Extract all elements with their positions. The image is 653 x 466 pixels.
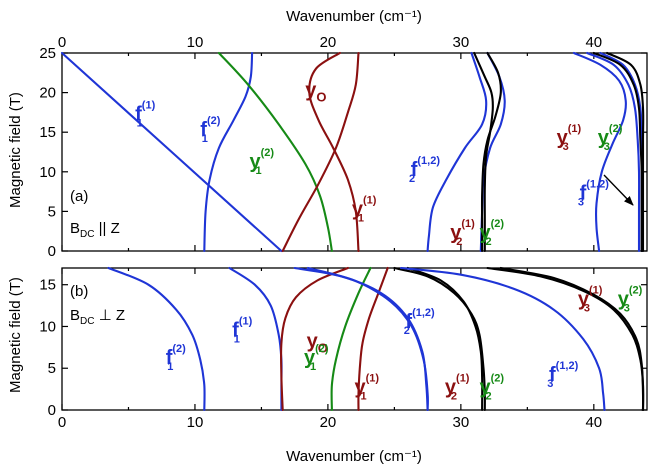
series-line <box>308 51 360 253</box>
series-line <box>60 51 283 253</box>
series-line <box>592 51 643 253</box>
panel-b-frame <box>61 267 648 411</box>
curve-label: y(2) 3 <box>618 285 643 315</box>
series-line <box>426 51 488 253</box>
series-line <box>217 51 333 253</box>
y-tick-label: 15 <box>39 277 56 294</box>
y-tick-label: 25 <box>39 45 56 62</box>
panel-b-curve-labels: f(2) 1 f(1) 1 yOy(2) 1 y(1) 1 f(1,2) 2 y(1) 2 y(2) 2 f… <box>166 285 643 403</box>
top-x-tick-label: 0 <box>58 34 66 51</box>
panel-a-tag: (a) <box>70 188 88 205</box>
top-x-tick-label: 40 <box>585 34 602 51</box>
series-line <box>306 266 429 412</box>
curve-label: f(1,2) 2 <box>404 307 435 337</box>
curve-label: y(1) 3 <box>557 123 582 153</box>
series-line <box>399 266 606 412</box>
series-line <box>572 51 627 253</box>
top-x-tick-label: 10 <box>187 34 204 51</box>
y-tick-label: 5 <box>48 203 56 220</box>
panel-b-tag: (b) <box>70 283 88 300</box>
x-tick-label: 10 <box>187 414 204 431</box>
x-tick-label: 20 <box>320 414 337 431</box>
x-tick-label: 40 <box>585 414 602 431</box>
y-tick-label: 20 <box>39 85 56 102</box>
series-line <box>480 51 502 253</box>
curve-label: y(1) 2 <box>445 372 470 402</box>
curve-label: y(1) 3 <box>578 285 603 315</box>
curve-label: f(1) 1 <box>232 315 252 345</box>
x-tick-label: 0 <box>58 414 66 431</box>
panel-a-curve-labels: f(1) 1 f(2) 1 y(2) 1 yO y(1) 1 f(1,2) 2 y(1) 2 y(2) 2 y… <box>135 80 623 249</box>
curve-label: yO <box>307 330 328 355</box>
y-axis-title-panel-b: Magnetic field (T) <box>7 277 24 393</box>
curve-label: y(2) 3 <box>598 123 623 153</box>
curve-label: f(1,2) 3 <box>578 179 609 209</box>
series-line <box>393 266 486 412</box>
panel-b-field-orientation: BDC ⊥ Z <box>70 307 125 327</box>
series-line <box>499 266 645 412</box>
series-line <box>203 51 254 253</box>
series-line <box>279 266 349 412</box>
y-tick-label: 10 <box>39 318 56 335</box>
x-tick-label: 30 <box>453 414 470 431</box>
curve-label: f(1,2) 3 <box>547 360 578 390</box>
curve-label: f(1,2) 2 <box>409 155 440 185</box>
panel-a-field-orientation: BDC || Z <box>70 220 120 240</box>
curve-label: y(1) 1 <box>352 194 377 224</box>
panel-a-frame <box>61 52 648 252</box>
curve-label: y(1) 2 <box>450 218 475 248</box>
series-line <box>586 51 641 253</box>
panel-b-ticks: 0 10 20 30 40 0 5 10 15 <box>39 268 647 431</box>
curve-label: y(2) 1 <box>249 147 274 177</box>
top-x-axis-title: Wavenumber (cm⁻¹) <box>286 8 422 25</box>
annotation-arrow <box>603 174 634 206</box>
top-x-tick-label: 30 <box>453 34 470 51</box>
panel-b-curves <box>107 266 645 412</box>
panel-a-curves <box>60 51 645 253</box>
curve-label: f(2) 1 <box>200 115 220 145</box>
curve-label: yO <box>305 80 326 105</box>
curve-label: y(2) 2 <box>479 218 504 248</box>
y-tick-label: 0 <box>48 402 56 419</box>
bottom-x-axis-title: Wavenumber (cm⁻¹) <box>286 448 422 465</box>
y-tick-label: 15 <box>39 124 56 141</box>
curve-label: y(2) 1 <box>304 343 329 373</box>
y-axis-title-panel-a: Magnetic field (T) <box>7 92 24 208</box>
y-tick-label: 10 <box>39 164 56 181</box>
series-line <box>107 266 206 412</box>
series-line <box>606 51 645 253</box>
curve-label: y(1) 1 <box>355 372 380 402</box>
y-tick-label: 5 <box>48 360 56 377</box>
y-tick-label: 0 <box>48 243 56 260</box>
series-line <box>281 51 360 253</box>
curve-label: y(2) 2 <box>479 372 504 402</box>
panel-a-ticks: 0 10 20 30 40 0 5 10 15 20 25 <box>39 34 647 260</box>
panel-a: 0 10 20 30 40 0 5 10 15 20 25 f(1) 1 f(2) 1 y(2) 1 yO y(1… <box>39 34 648 260</box>
series-line <box>330 266 372 412</box>
curve-label: f(2) 1 <box>166 343 186 373</box>
curve-label: f(1) 1 <box>135 99 155 129</box>
top-x-tick-label: 20 <box>320 34 337 51</box>
series-line <box>406 266 484 412</box>
